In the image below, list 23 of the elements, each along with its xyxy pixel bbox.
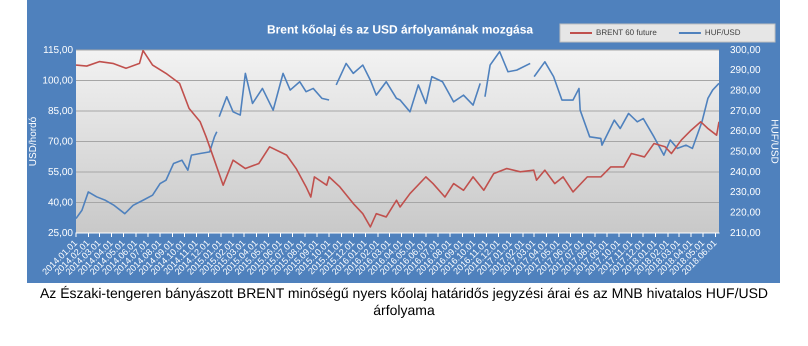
y2-tick-label: 210,00 [730, 228, 762, 239]
y2-tick-label: 300,00 [730, 44, 762, 56]
y2-tick-label: 260,00 [730, 126, 762, 138]
chart-title: Brent kőolaj és az USD árfolyamának mozgása [266, 22, 534, 36]
y2-axis-title: HUF/USD [768, 119, 780, 164]
y-tick-label: 115,00 [43, 44, 74, 56]
legend-label: HUF/USD [704, 28, 741, 38]
y2-tick-label: 240,00 [730, 166, 762, 178]
y-tick-label: 100,00 [42, 75, 74, 86]
y-axis-title: USD/hordó [28, 116, 39, 166]
y2-tick-label: 220,00 [730, 207, 762, 218]
y-tick-label: 25,00 [48, 228, 74, 239]
y2-tick-label: 230,00 [730, 187, 762, 198]
y2-tick-label: 270,00 [730, 106, 762, 117]
y-tick-label: 40,00 [48, 197, 74, 208]
y2-tick-label: 280,00 [730, 85, 762, 96]
y-tick-label: 70,00 [48, 136, 74, 148]
text: Az Északi-tengeren bányászott BRENT minőségű nyers kőolaj határidős jegyzési árai és az MNB hivatalos HUF/USD árfolyama [38, 285, 770, 319]
y-tick-label: 85,00 [48, 106, 74, 117]
y2-tick-label: 250,00 [730, 146, 762, 158]
y-tick-label: 55,00 [48, 166, 74, 178]
y2-tick-label: 290,00 [730, 65, 762, 76]
legend-label: BRENT 60 future [596, 28, 658, 38]
